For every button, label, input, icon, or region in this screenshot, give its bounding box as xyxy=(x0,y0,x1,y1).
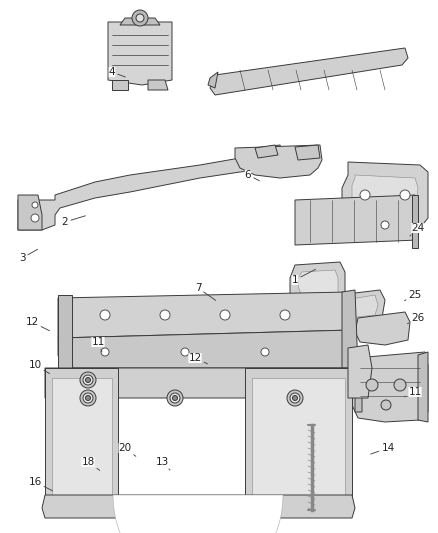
Text: 13: 13 xyxy=(0,532,1,533)
Circle shape xyxy=(136,14,144,22)
Polygon shape xyxy=(295,195,418,245)
Text: 8: 8 xyxy=(0,532,1,533)
Polygon shape xyxy=(255,145,278,158)
Polygon shape xyxy=(113,495,283,533)
Circle shape xyxy=(101,348,109,356)
Polygon shape xyxy=(335,290,385,325)
Polygon shape xyxy=(355,312,410,345)
Circle shape xyxy=(85,395,91,400)
Polygon shape xyxy=(42,495,355,518)
Circle shape xyxy=(167,390,183,406)
Polygon shape xyxy=(112,80,128,90)
Text: 12: 12 xyxy=(25,317,49,331)
Text: 3: 3 xyxy=(19,249,38,263)
Polygon shape xyxy=(45,368,355,398)
Polygon shape xyxy=(18,152,280,230)
Polygon shape xyxy=(352,175,418,220)
Circle shape xyxy=(220,310,230,320)
Polygon shape xyxy=(290,262,345,310)
Text: 20: 20 xyxy=(0,532,1,533)
Polygon shape xyxy=(58,330,355,368)
Text: 20: 20 xyxy=(118,443,136,456)
Circle shape xyxy=(160,310,170,320)
Text: 12: 12 xyxy=(188,353,208,364)
Polygon shape xyxy=(342,290,358,368)
Polygon shape xyxy=(245,368,352,508)
Text: 5: 5 xyxy=(0,532,1,533)
Circle shape xyxy=(280,310,290,320)
Polygon shape xyxy=(412,195,418,248)
Polygon shape xyxy=(45,368,118,508)
Polygon shape xyxy=(208,72,218,88)
Circle shape xyxy=(32,202,38,208)
Text: 1: 1 xyxy=(292,269,315,285)
Text: 9: 9 xyxy=(0,532,1,533)
Text: 6: 6 xyxy=(245,170,259,181)
Polygon shape xyxy=(120,18,160,25)
Circle shape xyxy=(31,214,39,222)
Circle shape xyxy=(80,390,96,406)
Text: 4: 4 xyxy=(109,67,125,77)
Circle shape xyxy=(293,395,297,400)
Text: 24: 24 xyxy=(410,223,424,236)
Polygon shape xyxy=(352,352,428,422)
Text: 7: 7 xyxy=(194,283,216,301)
Polygon shape xyxy=(355,368,362,412)
Polygon shape xyxy=(148,80,168,90)
Circle shape xyxy=(381,400,391,410)
Text: 19: 19 xyxy=(0,532,1,533)
Circle shape xyxy=(181,348,189,356)
Circle shape xyxy=(132,10,148,26)
Polygon shape xyxy=(252,378,345,500)
Polygon shape xyxy=(295,145,320,160)
Polygon shape xyxy=(235,145,322,178)
Polygon shape xyxy=(58,295,72,368)
Circle shape xyxy=(287,390,303,406)
Text: 13: 13 xyxy=(155,457,170,470)
Text: 25: 25 xyxy=(404,290,422,301)
Text: 11: 11 xyxy=(92,337,105,352)
Polygon shape xyxy=(58,292,352,338)
Polygon shape xyxy=(418,352,428,422)
Circle shape xyxy=(366,379,378,391)
Text: 2: 2 xyxy=(62,216,85,227)
Circle shape xyxy=(290,393,300,403)
Circle shape xyxy=(83,393,93,403)
Circle shape xyxy=(394,379,406,391)
Circle shape xyxy=(400,190,410,200)
Polygon shape xyxy=(210,48,408,95)
Text: 26: 26 xyxy=(407,313,424,324)
Text: 16: 16 xyxy=(28,477,53,491)
Polygon shape xyxy=(298,270,338,305)
Circle shape xyxy=(170,393,180,403)
Polygon shape xyxy=(342,162,428,240)
Circle shape xyxy=(173,395,177,400)
Text: 10: 10 xyxy=(28,360,49,374)
Text: 14: 14 xyxy=(371,443,395,454)
Polygon shape xyxy=(348,345,372,398)
Circle shape xyxy=(381,221,389,229)
Circle shape xyxy=(100,310,110,320)
Circle shape xyxy=(261,348,269,356)
Text: 15: 15 xyxy=(0,532,1,533)
Polygon shape xyxy=(255,145,285,168)
Circle shape xyxy=(83,375,93,385)
Text: 17: 17 xyxy=(0,532,1,533)
Circle shape xyxy=(360,190,370,200)
Polygon shape xyxy=(52,378,112,500)
Circle shape xyxy=(80,372,96,388)
Text: 11: 11 xyxy=(405,387,422,397)
Text: 18: 18 xyxy=(81,457,100,471)
Polygon shape xyxy=(18,195,42,230)
Circle shape xyxy=(85,377,91,383)
Polygon shape xyxy=(342,295,378,318)
Polygon shape xyxy=(108,22,172,85)
